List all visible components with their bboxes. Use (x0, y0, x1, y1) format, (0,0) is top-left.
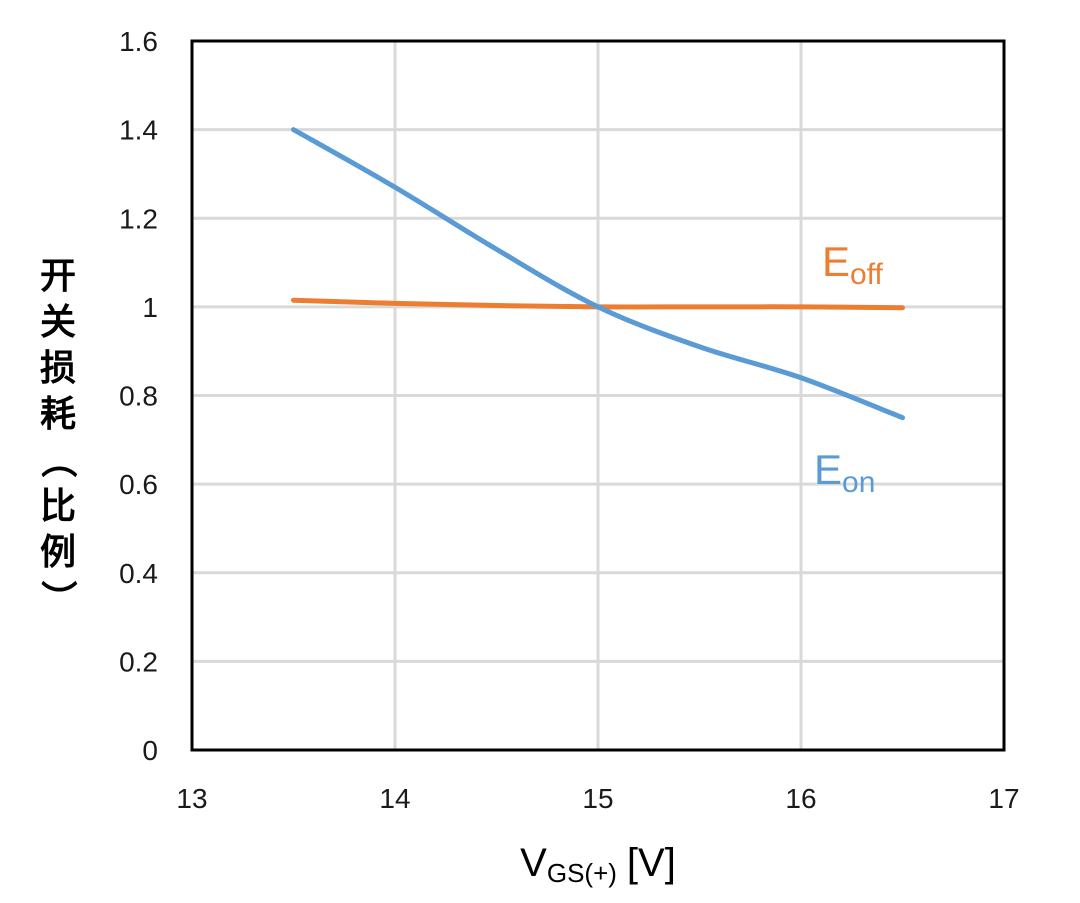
y-axis-label-char: ） (37, 580, 78, 616)
y-tick-label: 1 (142, 292, 158, 323)
y-axis-label-char: 关 (40, 302, 76, 343)
y-tick-label: 1.6 (119, 26, 158, 57)
y-tick-label: 1.4 (119, 115, 158, 146)
series-lines (291, 127, 905, 421)
series-label-eoff: Eoff (822, 238, 883, 291)
y-axis-label-char: 耗 (40, 394, 76, 435)
x-tick-label: 15 (582, 783, 613, 814)
y-tick-label: 0.2 (119, 646, 158, 677)
x-axis-label: VGS(+) [V] (520, 841, 676, 888)
series-label-eon: Eon (814, 446, 875, 499)
y-tick-label: 0 (142, 735, 158, 766)
x-tick-label: 17 (988, 783, 1019, 814)
y-axis-label-char: （ (37, 442, 78, 478)
y-tick-label: 0.6 (119, 469, 158, 500)
series-labels: Eon Eoff (814, 238, 883, 499)
y-tick-label: 0.8 (119, 381, 158, 412)
x-axis-label-main: V (520, 841, 547, 885)
x-axis-label-sub: GS(+) (547, 858, 617, 888)
x-tick-labels: 13 14 15 16 17 (176, 783, 1019, 814)
y-tick-labels: 0 0.2 0.4 0.6 0.8 1 1.2 1.4 1.6 (119, 26, 158, 766)
x-axis-label-unit: [V] (627, 841, 676, 885)
x-tick-label: 13 (176, 783, 207, 814)
y-axis-label-char: 例 (40, 532, 76, 573)
y-axis-label-char: 比 (40, 486, 76, 527)
y-tick-label: 1.2 (119, 203, 158, 234)
y-axis-label-char: 损 (40, 348, 76, 389)
grid-lines (190, 39, 1006, 752)
y-axis-label-char: 开 (40, 256, 76, 297)
plot-frame (190, 39, 1006, 752)
y-tick-label: 0.4 (119, 558, 158, 589)
series-line-eon (291, 127, 905, 421)
x-tick-label: 14 (379, 783, 410, 814)
x-tick-label: 16 (785, 783, 816, 814)
